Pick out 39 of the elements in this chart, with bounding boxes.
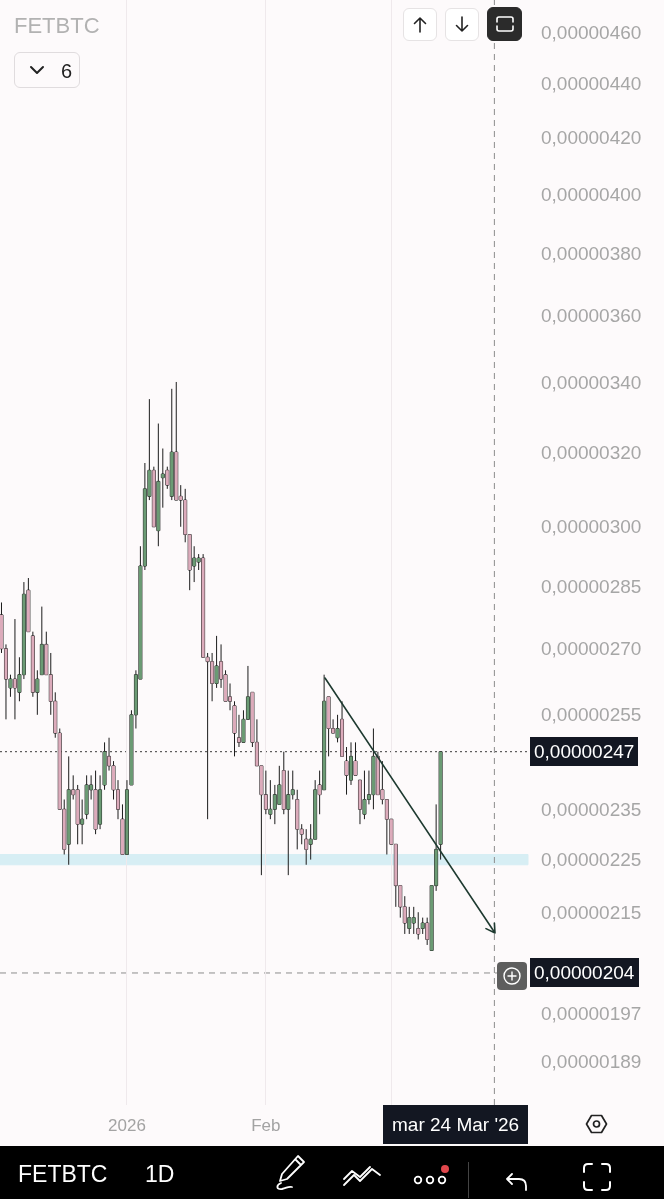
candlestick: [39, 606, 44, 676]
x-tick-label: Feb: [251, 1116, 281, 1135]
candlestick: [416, 911, 421, 940]
candlestick: [156, 423, 161, 547]
y-tick-label: 0,00000225: [541, 849, 642, 871]
dropdown-button: 6: [14, 52, 80, 88]
y-tick-label: 0,00000215: [541, 901, 642, 923]
y-tick-label: 0,00000360: [541, 305, 642, 327]
candlestick: [295, 789, 300, 850]
y-tick-label: 0,00000255: [541, 704, 642, 726]
candlestick: [371, 728, 376, 810]
text: 1D: [145, 1161, 175, 1187]
candlestick: [411, 906, 416, 935]
y-tick-label: 0,00000320: [541, 441, 642, 463]
y-tick-label: 0,00000460: [541, 21, 642, 43]
ref-line-label: mar 24 Mar '26: [392, 1114, 520, 1135]
y-tick-label: 0,00000440: [541, 73, 642, 95]
y-tick-label: 0,00000300: [541, 516, 642, 538]
y-tick-label: 0,00000380: [541, 242, 642, 264]
candlestick: [304, 828, 309, 866]
text: FETBTC: [18, 1161, 108, 1187]
y-tick-label: 0,00000235: [541, 798, 642, 820]
y-tick-label: 0,00000270: [541, 638, 642, 660]
candlestick: [362, 770, 367, 820]
annotation: 6: [61, 60, 73, 82]
candlestick: [66, 755, 71, 866]
ref-line-label: 0,00000247: [534, 741, 635, 762]
y-tick-label: 0,00000420: [541, 127, 642, 149]
x-tick-label: 2026: [108, 1116, 146, 1135]
ref-line-label: 0,00000204: [534, 962, 635, 983]
y-tick-label: 0,00000189: [541, 1050, 642, 1072]
y-tick-label: 0,00000285: [541, 575, 642, 597]
text: FETBTC: [14, 12, 100, 38]
candlestick: [160, 448, 165, 509]
candlestick: [93, 770, 98, 835]
y-tick-label: 0,00000400: [541, 183, 642, 205]
y-tick-label: 0,00000197: [541, 1003, 642, 1025]
y-tick-label: 0,00000340: [541, 371, 642, 393]
candlestick: [344, 746, 349, 796]
